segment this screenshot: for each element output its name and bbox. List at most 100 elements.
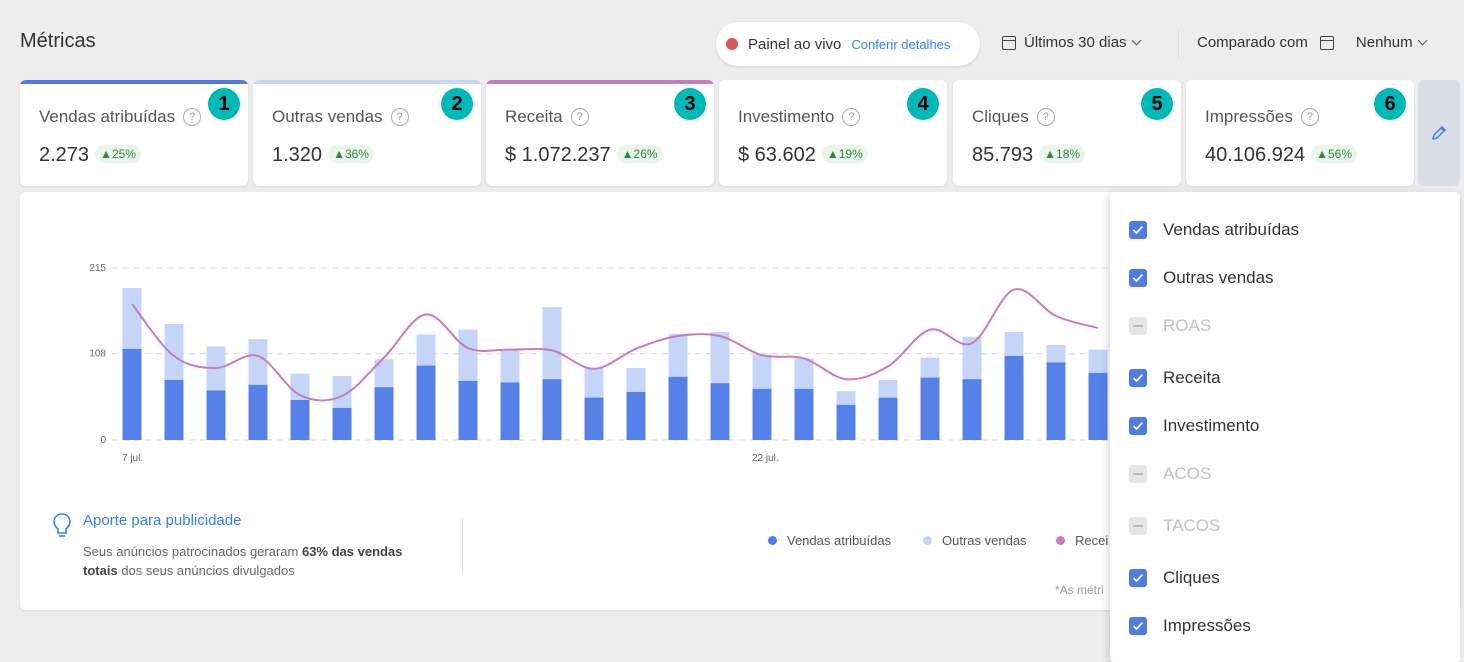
metric-option[interactable]: Investimento — [1129, 416, 1259, 436]
metric-option[interactable]: Impressões — [1129, 616, 1251, 636]
bar-vendas-atribuidas — [668, 376, 688, 440]
bar-outras-vendas — [878, 380, 898, 398]
header-divider — [1178, 30, 1179, 58]
checkbox-checked-icon[interactable] — [1129, 569, 1147, 587]
bar-vendas-atribuidas — [542, 379, 562, 440]
option-label: Outras vendas — [1163, 268, 1274, 287]
bar-outras-vendas — [920, 357, 940, 378]
bar-outras-vendas — [584, 368, 604, 398]
delta-badge: ▲18% — [1039, 145, 1086, 163]
live-panel-label: Painel ao vivo — [748, 35, 842, 53]
bar-outras-vendas — [752, 354, 772, 389]
bar-outras-vendas — [458, 329, 478, 381]
y-tick-label: 0 — [100, 435, 106, 446]
metric-name: Investimento? — [738, 107, 861, 127]
check-details-link[interactable]: Conferir detalhes — [851, 36, 951, 52]
card-number-badge: 1 — [208, 88, 240, 120]
help-icon[interactable]: ? — [570, 108, 589, 126]
checkbox-checked-icon[interactable] — [1129, 617, 1147, 635]
checkbox-checked-icon[interactable] — [1129, 269, 1147, 287]
legend-label: Outras vendas — [942, 533, 1027, 548]
help-icon[interactable]: ? — [1036, 108, 1055, 126]
metric-value: 1.320 ▲36% — [272, 144, 374, 167]
bar-vendas-atribuidas — [626, 392, 646, 440]
metric-card[interactable]: Impressões? 40.106.924 ▲56% 6 — [1186, 80, 1414, 186]
metric-option[interactable]: Vendas atribuídas — [1129, 220, 1299, 240]
calendar-icon — [1002, 35, 1016, 50]
card-color-bar — [486, 80, 714, 84]
bar-vendas-atribuidas — [752, 388, 772, 440]
metric-card[interactable]: Investimento? $ 63.602 ▲19% 4 — [719, 80, 947, 186]
bar-outras-vendas — [1088, 349, 1108, 373]
metric-name: Cliques? — [972, 107, 1055, 127]
compare-selector[interactable]: Comparado com Nenhum — [1197, 34, 1428, 51]
help-icon[interactable]: ? — [842, 108, 861, 126]
help-icon[interactable]: ? — [1300, 108, 1319, 126]
bar-vendas-atribuidas — [416, 365, 436, 440]
metric-card[interactable]: Cliques? 85.793 ▲18% 5 — [953, 80, 1181, 186]
checkbox-checked-icon[interactable] — [1129, 221, 1147, 239]
bar-vendas-atribuidas — [794, 388, 814, 440]
y-tick-label: 215 — [89, 263, 106, 274]
metric-option[interactable]: Receita — [1129, 368, 1221, 388]
live-dot-icon — [726, 38, 738, 50]
legend-label: Recei — [1075, 533, 1109, 548]
metric-card[interactable]: Outras vendas? 1.320 ▲36% 2 — [253, 80, 481, 186]
help-icon[interactable]: ? — [183, 108, 202, 126]
calendar-icon — [1319, 35, 1334, 50]
metric-card[interactable]: Receita? $ 1.072.237 ▲26% 3 — [486, 80, 714, 186]
bar-vendas-atribuidas — [584, 397, 604, 440]
bar-outras-vendas — [626, 368, 646, 392]
bar-outras-vendas — [794, 358, 814, 389]
bar-outras-vendas — [500, 350, 520, 383]
metric-name: Vendas atribuídas? — [39, 107, 202, 127]
edit-metrics-button[interactable] — [1418, 80, 1460, 186]
live-panel-pill: Painel ao vivo Conferir detalhes — [716, 22, 980, 66]
legend-item-vendas: Vendas atribuídas — [768, 533, 891, 548]
help-icon[interactable]: ? — [390, 108, 409, 126]
bar-outras-vendas — [668, 333, 688, 377]
option-label: Vendas atribuídas — [1163, 220, 1300, 239]
bar-vendas-atribuidas — [836, 404, 856, 440]
metric-value: 85.793 ▲18% — [972, 144, 1086, 167]
metric-option[interactable]: Outras vendas — [1129, 268, 1274, 288]
bar-outras-vendas — [1004, 332, 1024, 356]
metric-option[interactable]: Cliques — [1129, 568, 1220, 588]
checkbox-disabled-icon — [1129, 465, 1147, 483]
delta-badge: ▲19% — [821, 145, 868, 163]
metric-value: 2.273 ▲25% — [39, 144, 141, 167]
legend-dot-icon — [768, 536, 777, 545]
metrics-dropdown: Vendas atribuídas Outras vendas ROAS Receit… — [1110, 192, 1460, 662]
page-title: Métricas — [20, 30, 96, 52]
metric-option: TACOS — [1129, 516, 1220, 536]
pencil-icon — [1432, 126, 1446, 140]
option-label: Investimento — [1163, 416, 1260, 435]
delta-badge: ▲56% — [1311, 145, 1358, 163]
y-tick-label: 108 — [89, 349, 106, 360]
checkbox-checked-icon[interactable] — [1129, 369, 1147, 387]
x-tick-label: 7 jul. — [122, 453, 143, 464]
metric-name: Receita? — [505, 107, 589, 127]
option-label: Cliques — [1163, 568, 1220, 587]
option-label: ROAS — [1163, 316, 1212, 335]
legend-dot-icon — [1056, 536, 1065, 545]
legend-item-outras: Outras vendas — [923, 533, 1027, 548]
delta-badge: ▲36% — [328, 145, 374, 163]
metric-name: Outras vendas? — [272, 107, 409, 127]
insight-text: Seus anúncios patrocinados geraram 63% d… — [83, 544, 403, 578]
bar-vendas-atribuidas — [1004, 356, 1024, 440]
card-number-badge: 2 — [441, 88, 473, 120]
checkbox-checked-icon[interactable] — [1129, 417, 1147, 435]
metric-option: ROAS — [1129, 316, 1211, 336]
bar-outras-vendas — [416, 334, 436, 366]
bar-vendas-atribuidas — [164, 380, 184, 440]
bar-outras-vendas — [962, 336, 982, 380]
bar-outras-vendas — [332, 376, 352, 408]
bar-vendas-atribuidas — [962, 379, 982, 440]
metric-card[interactable]: Vendas atribuídas? 2.273 ▲25% 1 — [20, 80, 248, 186]
card-number-badge: 6 — [1374, 88, 1406, 120]
receita-line — [131, 288, 1099, 402]
date-range-selector[interactable]: Últimos 30 dias — [1002, 34, 1141, 51]
bar-outras-vendas — [248, 339, 268, 385]
bar-outras-vendas — [710, 332, 730, 384]
